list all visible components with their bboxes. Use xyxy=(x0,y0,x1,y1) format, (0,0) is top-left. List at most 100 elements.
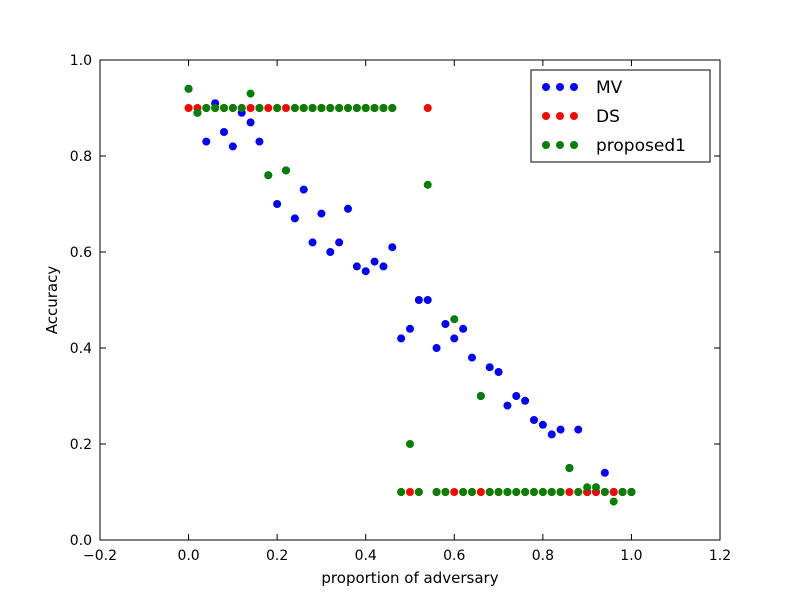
point-MV-8 xyxy=(255,137,264,146)
point-MV-21 xyxy=(370,257,379,266)
point-proposed1-26 xyxy=(414,488,423,496)
legend-marker-proposed1-1 xyxy=(556,141,564,149)
ticks-layer: −0.2 0.0 0.2 0.4 0.6 0.8 1.0 1.20.00.20.40.60.8… xyxy=(70,53,731,564)
y-tick-label-5: 1.0 xyxy=(70,53,92,69)
y-tick-label-1: 0.2 xyxy=(70,437,92,453)
point-proposed1-37 xyxy=(512,488,521,496)
point-proposed1-4 xyxy=(220,104,228,112)
point-MV-29 xyxy=(441,320,450,328)
point-proposed1-39 xyxy=(530,488,538,496)
y-tick-label-0: 0.0 xyxy=(70,533,92,549)
point-proposed1-50 xyxy=(627,488,636,496)
point-MV-10 xyxy=(273,200,282,208)
point-proposed1-23 xyxy=(388,104,397,112)
point-MV-12 xyxy=(290,214,299,223)
point-proposed1-25 xyxy=(406,440,414,448)
point-proposed1-19 xyxy=(352,104,361,112)
point-MV-16 xyxy=(326,248,335,256)
point-MV-30 xyxy=(450,334,459,343)
points-layer xyxy=(184,84,636,506)
point-proposed1-29 xyxy=(441,488,450,496)
legend-marker-DS-0 xyxy=(542,112,550,120)
x-axis-label: proportion of adversary xyxy=(321,569,498,587)
y-tick-label-2: 0.4 xyxy=(70,341,92,357)
legend-marker-proposed1-2 xyxy=(570,141,578,149)
y-tick-label-4: 0.8 xyxy=(70,149,92,165)
point-MV-47 xyxy=(600,468,609,477)
point-MV-24 xyxy=(397,334,406,343)
point-proposed1-36 xyxy=(503,488,512,496)
point-MV-5 xyxy=(228,142,237,151)
legend-marker-MV-1 xyxy=(556,83,564,91)
point-MV-26 xyxy=(414,296,423,304)
point-MV-27 xyxy=(423,296,432,304)
point-proposed1-32 xyxy=(468,488,476,496)
point-DS-0 xyxy=(184,104,193,112)
point-proposed1-1 xyxy=(193,108,202,117)
point-MV-32 xyxy=(468,353,476,362)
point-DS-27 xyxy=(423,104,432,112)
point-proposed1-44 xyxy=(574,488,583,496)
point-MV-18 xyxy=(344,204,352,213)
point-proposed1-16 xyxy=(326,104,335,112)
point-MV-15 xyxy=(317,209,326,218)
point-proposed1-31 xyxy=(459,488,468,496)
point-proposed1-18 xyxy=(344,104,352,112)
point-DS-11 xyxy=(282,104,290,112)
point-DS-43 xyxy=(565,488,574,496)
point-proposed1-0 xyxy=(184,84,193,93)
legend-marker-DS-2 xyxy=(570,112,578,120)
point-MV-23 xyxy=(388,243,397,252)
legend-label-MV: MV xyxy=(596,78,623,98)
point-DS-33 xyxy=(476,488,485,496)
point-proposed1-28 xyxy=(432,488,441,496)
x-tick-label-2: 0.2 xyxy=(266,548,288,564)
legend-marker-proposed1-0 xyxy=(542,141,550,149)
x-tick-label-1: 0.0 xyxy=(177,548,199,564)
point-MV-36 xyxy=(503,401,512,410)
legend-label-DS: DS xyxy=(596,107,620,127)
point-proposed1-42 xyxy=(556,488,565,496)
point-DS-48 xyxy=(609,488,618,496)
point-proposed1-48 xyxy=(609,497,618,506)
point-proposed1-2 xyxy=(202,104,211,112)
point-proposed1-7 xyxy=(246,89,255,98)
point-proposed1-49 xyxy=(618,488,627,496)
point-MV-34 xyxy=(485,363,494,372)
legend-marker-MV-2 xyxy=(570,83,578,91)
point-MV-13 xyxy=(299,185,308,194)
point-MV-19 xyxy=(352,262,361,271)
legend-marker-DS-1 xyxy=(556,112,564,120)
point-MV-37 xyxy=(512,392,521,400)
point-proposed1-15 xyxy=(317,104,326,112)
point-proposed1-17 xyxy=(335,104,344,112)
point-MV-20 xyxy=(361,267,370,276)
point-MV-40 xyxy=(538,420,547,429)
point-MV-22 xyxy=(379,262,388,271)
point-proposed1-10 xyxy=(273,104,282,112)
point-MV-38 xyxy=(521,396,530,405)
point-proposed1-5 xyxy=(228,104,237,112)
series-proposed1 xyxy=(184,84,636,506)
point-MV-17 xyxy=(335,238,344,247)
x-tick-label-4: 0.6 xyxy=(443,548,465,564)
point-proposed1-12 xyxy=(290,104,299,112)
x-tick-label-6: 1.0 xyxy=(620,548,642,564)
point-proposed1-13 xyxy=(299,104,308,112)
point-MV-41 xyxy=(547,430,556,439)
point-MV-14 xyxy=(308,238,317,247)
point-proposed1-24 xyxy=(397,488,406,496)
plot-frame xyxy=(99,59,721,541)
point-proposed1-35 xyxy=(494,488,503,496)
point-MV-7 xyxy=(246,118,255,127)
x-tick-label-7: 1.2 xyxy=(709,548,731,564)
point-proposed1-47 xyxy=(600,488,609,496)
point-proposed1-33 xyxy=(476,392,485,400)
point-MV-44 xyxy=(574,425,583,434)
point-DS-7 xyxy=(246,104,255,112)
point-DS-9 xyxy=(264,104,273,112)
point-MV-31 xyxy=(459,324,468,333)
legend: MV DS proposed1 xyxy=(530,69,711,163)
point-proposed1-38 xyxy=(521,488,530,496)
